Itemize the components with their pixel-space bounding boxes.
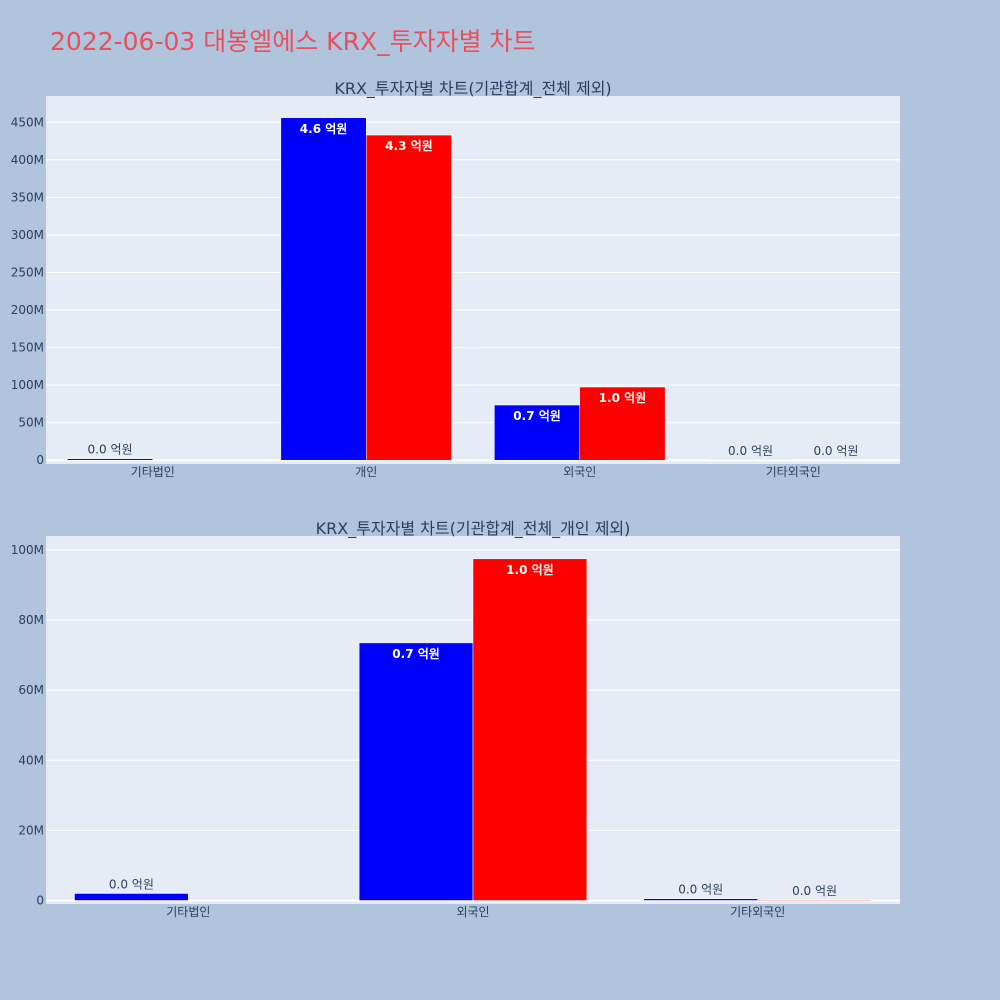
x-tick-label: 기타법인 [166,905,210,919]
data-label: 0.0 억원 [88,443,133,457]
chart-title: KRX_투자자별 차트(기관합계_전체 제외) [334,79,611,99]
y-tick-label: 200M [11,303,44,317]
bar-sell [366,134,452,461]
y-tick-label: 450M [11,115,44,129]
y-tick-label: 80M [18,613,44,627]
y-tick-label: 0 [36,893,44,907]
data-label: 0.7 억원 [392,647,440,661]
data-label: 0.0 억원 [792,884,837,898]
chart-title: KRX_투자자별 차트(기관합계_전체_개인 제외) [316,519,631,539]
x-tick-label: 기타법인 [131,465,175,479]
bar-sell [757,899,872,901]
y-tick-label: 50M [18,416,44,430]
bar-buy [494,404,581,461]
y-tick-label: 150M [11,341,44,355]
y-tick-label: 250M [11,265,44,279]
y-tick-label: 300M [11,228,44,242]
bar-buy [358,642,474,901]
plot-area [46,96,900,464]
y-tick-label: 40M [18,753,44,767]
x-tick-label: 기타외국인 [766,465,821,479]
y-tick-label: 100M [11,543,44,557]
data-label: 0.0 억원 [109,877,154,891]
y-tick-label: 0 [36,453,44,467]
y-tick-label: 60M [18,683,44,697]
data-label: 0.0 억원 [728,444,773,458]
x-tick-label: 개인 [355,465,377,479]
bar-buy [643,898,758,901]
data-label: 1.0 억원 [506,563,554,577]
data-label: 4.6 억원 [300,122,348,136]
bar-buy [74,893,189,901]
chart-top: 0 50M 100M 150M 200M 250M 300M 350M 400M 450M KRX_… [11,79,900,479]
data-label: 4.3 억원 [385,139,433,153]
y-tick-label: 400M [11,153,44,167]
bar-sell [472,558,588,901]
data-label: 1.0 억원 [599,391,647,405]
y-tick-label: 350M [11,190,44,204]
data-label: 0.7 억원 [513,409,561,423]
y-tick-label: 100M [11,378,44,392]
x-tick-label: 외국인 [563,465,596,479]
bar-buy [280,117,367,461]
x-tick-label: 외국인 [456,905,489,919]
data-label: 0.0 억원 [678,883,723,897]
bar-sell [579,386,666,461]
y-tick-label: 20M [18,823,44,837]
bar-buy [67,458,153,461]
x-tick-label: 기타외국인 [730,905,785,919]
page-title: 2022-06-03 대봉엘에스 KRX_투자자별 차트 [50,27,536,56]
data-label: 0.0 억원 [813,444,858,458]
